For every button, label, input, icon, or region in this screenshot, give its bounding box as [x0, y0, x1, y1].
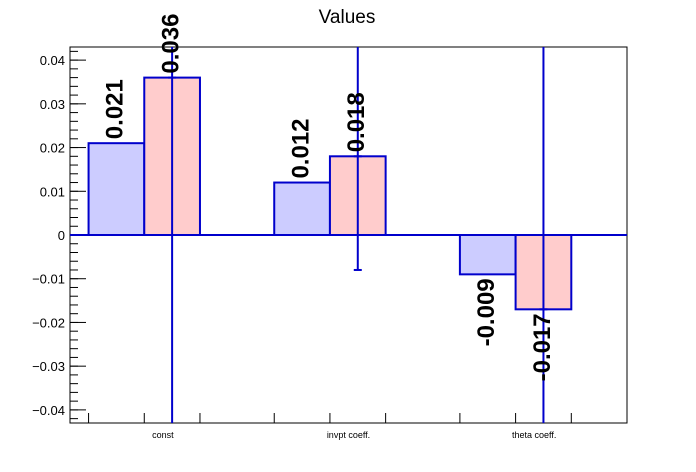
value-label: -0.017: [529, 313, 556, 381]
value-label: 0.018: [343, 92, 370, 152]
value-label: -0.009: [473, 278, 500, 346]
value-label: 0.012: [287, 118, 314, 178]
value-label: 0.021: [102, 79, 129, 139]
y-tick-label: −0.01: [32, 272, 65, 287]
y-tick-label: 0.04: [40, 53, 65, 68]
y-tick-label: 0: [58, 228, 65, 243]
y-tick-label: 0.02: [40, 141, 65, 156]
chart-title: Values: [319, 7, 376, 28]
value-label: 0.036: [157, 14, 184, 74]
bar: [458, 234, 517, 276]
y-tick-label: 0.01: [40, 184, 65, 199]
category-label: invpt coeff.: [327, 430, 370, 440]
bar: [273, 181, 331, 236]
bars-layer: [70, 47, 627, 423]
bar: [87, 142, 146, 237]
category-label: const: [152, 430, 174, 440]
value-labels: 0.021 0.012 -0.009 0.036 0.018 -0.017: [102, 14, 556, 382]
category-label: theta coeff.: [512, 430, 556, 440]
y-tick-label: −0.02: [32, 315, 65, 330]
y-tick-label: 0.03: [40, 97, 65, 112]
y-tick-label: −0.04: [32, 403, 65, 418]
y-tick-label: −0.03: [32, 359, 65, 374]
